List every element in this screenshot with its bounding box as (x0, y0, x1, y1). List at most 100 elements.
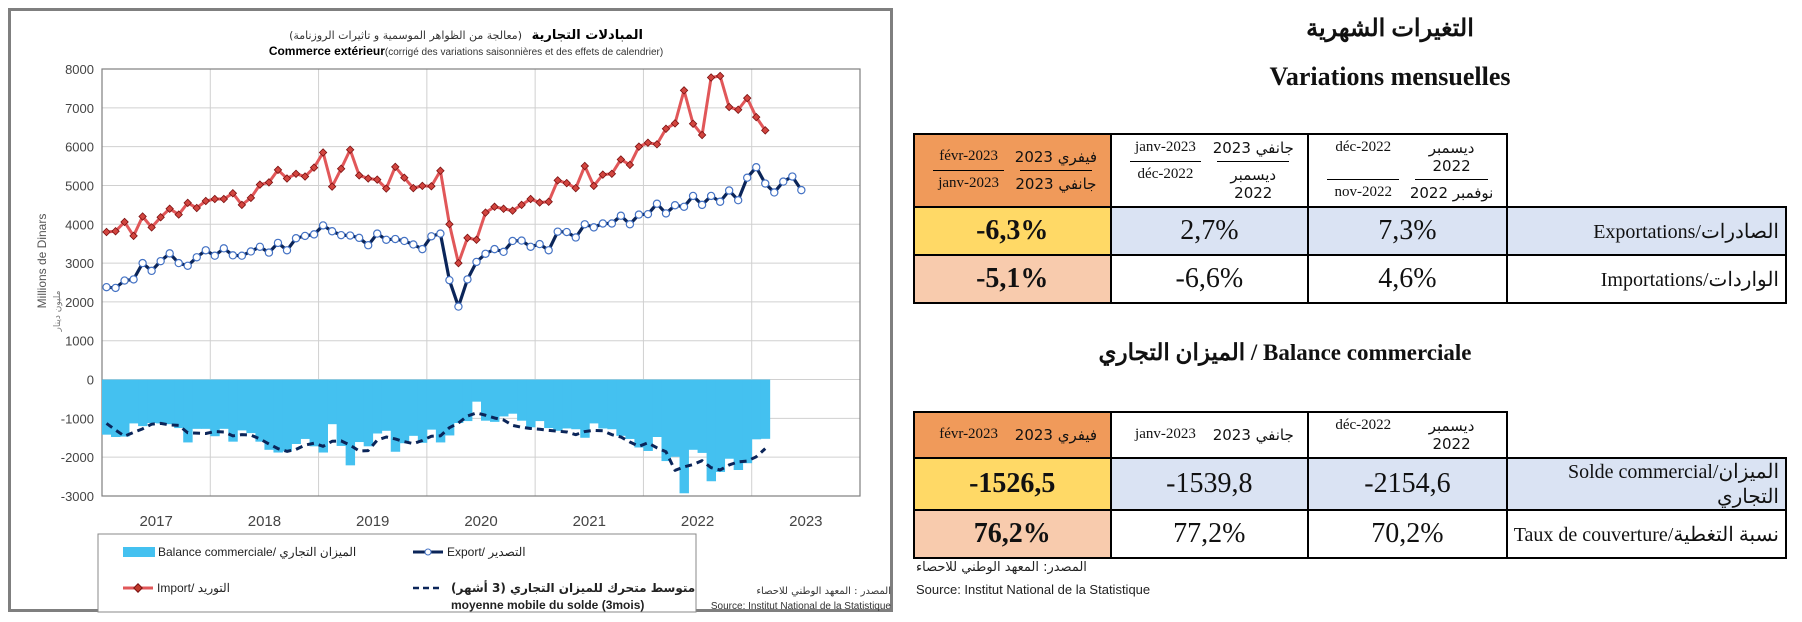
import-point (327, 182, 337, 191)
import-point (174, 210, 183, 219)
export-point (255, 242, 265, 251)
chart-source-ar: المصدر : المعهد الوطني للاحصاء (756, 586, 891, 597)
import-point (264, 178, 274, 187)
legend-label-import: Import/ التوريد (157, 581, 230, 595)
export-point (788, 172, 797, 181)
export-point (634, 210, 644, 219)
balance-bar (652, 379, 662, 437)
balance-bar (553, 379, 563, 431)
balance-bar (228, 379, 238, 442)
balance-bar (264, 379, 274, 450)
export-point (508, 236, 517, 246)
row-label-exports: Exportations/الصادرات (1505, 206, 1788, 256)
import-point (201, 196, 211, 206)
balance-bar (201, 379, 211, 429)
export-point (264, 248, 274, 257)
import-point (192, 203, 201, 213)
import-point (291, 169, 301, 179)
plot-area (101, 68, 861, 497)
import-point (643, 138, 653, 147)
chart-subtitle-ar: (معالجة من الظواهر الموسمية و تاثيرات ال… (289, 29, 522, 42)
export-point (165, 249, 174, 258)
export-point (752, 163, 761, 172)
import-point (183, 198, 192, 208)
table-row-taux: 76,2% 77,2% 70,2% Taux de couverture/نسب… (913, 509, 1788, 559)
balance-bar (309, 379, 319, 447)
export-point (147, 266, 156, 276)
balance-bar (426, 379, 437, 430)
import-point (598, 170, 608, 179)
export-point (770, 188, 779, 197)
export-point (174, 258, 183, 268)
export-point (499, 247, 508, 257)
import-point (625, 160, 635, 170)
table-row-exports: -6,3% 2,7% 7,3% Exportations/الصادرات (913, 206, 1788, 256)
export-point (418, 244, 427, 254)
export-point (526, 242, 535, 251)
export-point (535, 239, 544, 249)
export-point (336, 230, 346, 240)
import-point (418, 181, 427, 191)
y-tick-label: 7000 (65, 101, 94, 116)
header-bottom-fr: déc-2022 (1137, 166, 1194, 182)
import-point (706, 73, 716, 82)
balance-bar (210, 379, 220, 437)
x-tick-label: 2017 (139, 513, 172, 530)
y-tick-label: -1000 (61, 411, 94, 426)
import-point (273, 165, 283, 175)
balance-bar (246, 379, 256, 434)
export-point (679, 202, 689, 212)
export-point (571, 233, 580, 242)
import-point (697, 130, 707, 140)
export-point (652, 199, 662, 208)
export-point (273, 238, 283, 248)
variations-title-ar: التغيرات الشهرية (1306, 16, 1474, 42)
balance-bar (697, 379, 707, 453)
header-bottom-fr: nov-2022 (1334, 184, 1393, 200)
y-tick-label: 0 (87, 373, 94, 388)
value-cell: -6,3% (913, 206, 1112, 256)
header-bottom-ar: نوفمبر 2022 (1409, 184, 1494, 202)
balance-bar (499, 379, 509, 417)
export-point (697, 200, 707, 210)
balance-bar (174, 379, 184, 429)
import-point (165, 204, 174, 213)
balance-bar (679, 379, 689, 494)
header-cell-dec: déc-2022 ديسمبر 2022 (1307, 411, 1508, 459)
balance-bar (138, 379, 148, 427)
header-bottom-fr: janv-2023 (938, 175, 1000, 191)
import-point (454, 258, 463, 268)
import-point (616, 155, 626, 164)
value-cell: 7,3% (1307, 206, 1508, 256)
x-tick-label: 2018 (248, 513, 281, 530)
value-cell: -1526,5 (913, 457, 1112, 511)
balance-bar (661, 379, 671, 462)
import-point (526, 194, 535, 204)
import-point (156, 213, 165, 222)
export-point (625, 220, 635, 229)
legend-box (97, 533, 697, 613)
balance-title: الميزان التجاري / Balance commerciale (1098, 340, 1472, 365)
import-point (436, 166, 445, 175)
import-point (363, 174, 373, 183)
table-row-imports: -5,1% -6,6% 4,6% Importations/الواردات (913, 254, 1788, 304)
import-point (580, 161, 590, 171)
y-tick-label: 4000 (65, 217, 94, 232)
export-point (300, 231, 310, 241)
balance-bar (165, 379, 175, 425)
balance-bar (580, 379, 590, 438)
fraction-divider (1122, 161, 1298, 162)
value-cell: 2,7% (1109, 206, 1310, 256)
balance-bar (282, 379, 292, 452)
import-point (427, 181, 436, 191)
header-top-ar: جانفي 2023 (1212, 139, 1294, 157)
export-point (445, 275, 454, 285)
balance-bar (381, 379, 392, 431)
balance-bar (219, 379, 229, 429)
export-point (201, 246, 210, 255)
balance-bar (742, 379, 753, 464)
balance-bar (706, 379, 717, 482)
header-fr: janv-2023 (1135, 426, 1196, 442)
import-point (517, 200, 526, 210)
balance-bar (462, 379, 473, 422)
